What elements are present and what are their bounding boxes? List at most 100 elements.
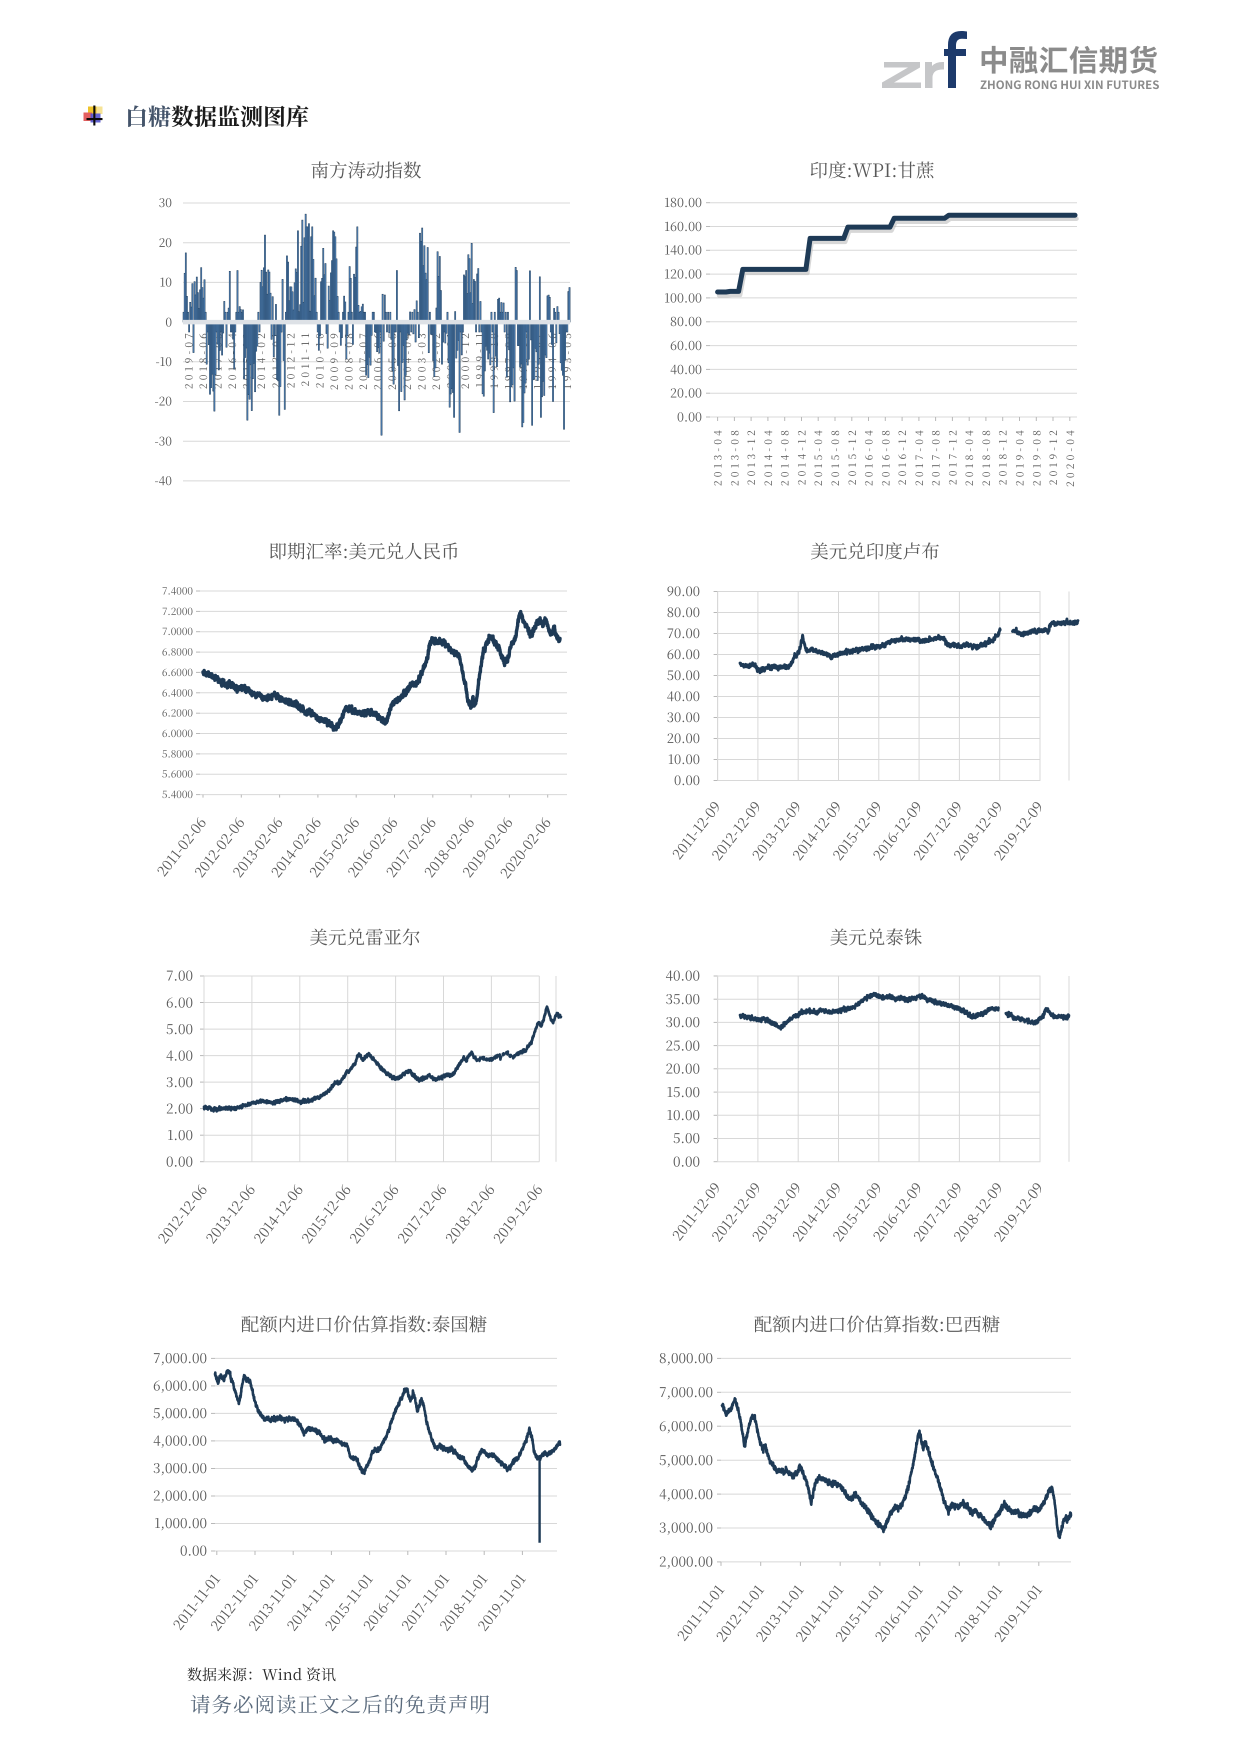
svg-text:4,000.00: 4,000.00 [153,1430,207,1450]
svg-text:1,000.00: 1,000.00 [154,1512,207,1532]
svg-text:2019-04: 2019-04 [1012,427,1027,486]
svg-text:2013-08: 2013-08 [726,427,741,486]
svg-text:数据监测图库: 数据监测图库 [171,99,309,132]
svg-text:2018-08: 2018-08 [978,427,993,486]
svg-text:6.4000: 6.4000 [162,684,194,699]
svg-text:中融汇信期货: 中融汇信期货 [979,38,1158,80]
svg-text:1.00: 1.00 [167,1124,193,1144]
svg-text:25.00: 25.00 [665,1034,700,1054]
svg-text:0: 0 [165,313,172,330]
svg-text:2014-12: 2014-12 [794,427,809,485]
svg-text:40.00: 40.00 [670,360,702,378]
svg-text:2015-12: 2015-12 [844,427,859,485]
svg-text:3,000.00: 3,000.00 [659,1517,713,1537]
svg-text:3,000.00: 3,000.00 [153,1457,207,1477]
svg-text:白糖: 白糖 [125,99,171,132]
svg-text:7.0000: 7.0000 [162,623,193,638]
svg-text:30.00: 30.00 [667,707,700,726]
svg-text:美元兑印度卢布: 美元兑印度卢布 [810,538,940,564]
svg-text:6.6000: 6.6000 [162,664,194,679]
svg-text:2016-12: 2016-12 [894,427,909,485]
svg-text:5.8000: 5.8000 [162,745,194,760]
svg-text:2017-04: 2017-04 [911,427,926,486]
svg-text:0.00: 0.00 [677,407,702,425]
svg-text:5,000.00: 5,000.00 [659,1449,713,1469]
svg-text:配额内进口价估算指数:泰国糖: 配额内进口价估算指数:泰国糖 [241,1311,488,1337]
svg-text:2000-12: 2000-12 [457,330,472,389]
svg-text:2,000.00: 2,000.00 [659,1551,713,1571]
svg-text:5,000.00: 5,000.00 [153,1402,207,1422]
svg-text:2018-12: 2018-12 [995,427,1010,485]
svg-text:2003-03: 2003-03 [413,330,428,390]
svg-text:2015-04: 2015-04 [810,427,825,486]
svg-text:2016-04: 2016-04 [861,427,876,486]
svg-text:请务必阅读正文之后的免责声明: 请务必阅读正文之后的免责声明 [190,1688,491,1718]
svg-text:80.00: 80.00 [667,602,700,621]
svg-text:2010-10: 2010-10 [312,330,327,388]
svg-text:8,000.00: 8,000.00 [659,1347,713,1367]
svg-text:南方涛动指数: 南方涛动指数 [310,157,421,183]
svg-text:2019-07: 2019-07 [181,330,196,389]
svg-text:2016-04: 2016-04 [224,330,239,389]
svg-text:2013-12: 2013-12 [743,427,758,485]
svg-text:7.00: 7.00 [166,965,193,985]
svg-text:2020-04: 2020-04 [1062,427,1077,487]
svg-text:4.00: 4.00 [166,1044,193,1064]
svg-text:2019-08: 2019-08 [1028,427,1043,486]
svg-text:2018-04: 2018-04 [961,427,976,486]
svg-text:80.00: 80.00 [670,312,702,330]
svg-text:5.00: 5.00 [673,1127,700,1147]
svg-text:美元兑泰铢: 美元兑泰铢 [830,924,923,950]
svg-text:10: 10 [160,274,173,291]
svg-text:2009-09: 2009-09 [326,330,341,390]
svg-text:120.00: 120.00 [664,265,702,283]
svg-text:5.6000: 5.6000 [162,766,194,781]
svg-text:0.00: 0.00 [673,1150,700,1170]
svg-text:7,000.00: 7,000.00 [153,1347,207,1367]
svg-text:10.00: 10.00 [668,749,700,768]
svg-text:2008-08: 2008-08 [341,330,356,390]
svg-text:6.00: 6.00 [166,991,193,1011]
svg-text:2013-04: 2013-04 [710,427,725,486]
svg-text:6.8000: 6.8000 [162,644,194,659]
svg-text:20.00: 20.00 [665,1058,700,1078]
svg-text:7.4000: 7.4000 [162,583,193,598]
svg-text:10.00: 10.00 [667,1104,700,1124]
svg-text:60.00: 60.00 [670,336,702,354]
svg-text:0.00: 0.00 [180,1540,207,1560]
svg-text:0.00: 0.00 [674,770,700,789]
svg-text:6,000.00: 6,000.00 [153,1375,207,1395]
svg-text:70.00: 70.00 [667,623,700,642]
svg-text:160.00: 160.00 [664,217,702,235]
svg-text:2017-12: 2017-12 [944,427,959,485]
svg-text:美元兑雷亚尔: 美元兑雷亚尔 [309,924,421,950]
svg-text:7,000.00: 7,000.00 [659,1381,713,1401]
svg-text:30: 30 [159,194,173,211]
svg-text:数据来源：Wind 资讯: 数据来源：Wind 资讯 [187,1664,336,1685]
svg-text:20: 20 [159,234,173,251]
svg-text:2017-08: 2017-08 [928,427,943,486]
svg-text:50.00: 50.00 [667,665,700,684]
svg-text:7.2000: 7.2000 [162,603,193,618]
svg-text:40.00: 40.00 [667,686,700,705]
svg-text:-10: -10 [156,353,173,370]
svg-text:2,000.00: 2,000.00 [153,1485,207,1505]
svg-text:35.00: 35.00 [665,988,700,1008]
svg-text:6.2000: 6.2000 [162,705,194,720]
svg-text:6.0000: 6.0000 [162,725,194,740]
svg-text:6,000.00: 6,000.00 [659,1415,713,1435]
svg-text:1994-06: 1994-06 [544,330,559,389]
svg-text:配额内进口价估算指数:巴西糖: 配额内进口价估算指数:巴西糖 [754,1311,1001,1337]
svg-text:2.00: 2.00 [166,1097,193,1117]
svg-text:40.00: 40.00 [666,965,700,985]
svg-text:0.00: 0.00 [166,1150,193,1170]
svg-text:180.00: 180.00 [664,193,702,211]
svg-text:2019-12: 2019-12 [1045,427,1060,485]
svg-text:60.00: 60.00 [667,644,700,663]
svg-text:4,000.00: 4,000.00 [659,1483,713,1503]
svg-text:90.00: 90.00 [667,581,700,600]
svg-text:140.00: 140.00 [664,241,702,259]
svg-text:3.00: 3.00 [166,1071,193,1091]
svg-text:100.00: 100.00 [664,288,702,306]
svg-text:5.4000: 5.4000 [162,786,194,801]
